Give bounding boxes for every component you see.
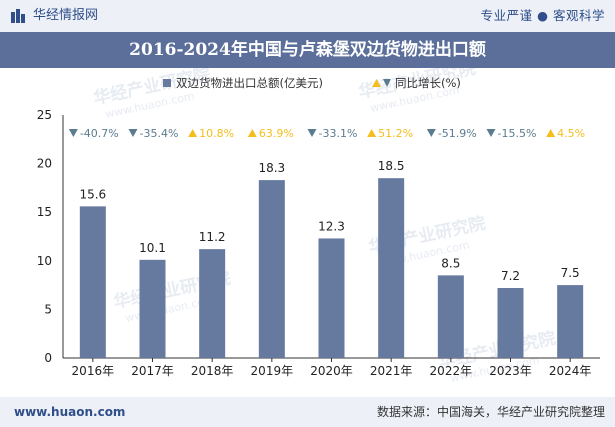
- legend-bar-swatch: [163, 79, 171, 87]
- x-tick-label: 2020年: [310, 364, 353, 378]
- y-tick-label: 10: [37, 254, 52, 268]
- logo-icon: [10, 8, 26, 24]
- bar: [378, 178, 405, 358]
- growth-up-triangle-icon: [188, 129, 198, 137]
- growth-down-triangle-icon: [426, 129, 436, 137]
- bar: [258, 180, 285, 358]
- bar-value-label: 18.5: [378, 159, 405, 173]
- bar: [437, 275, 464, 358]
- bar-value-label: 15.6: [79, 187, 106, 201]
- growth-down-triangle-icon: [128, 129, 138, 137]
- header-bar: 华经情报网 专业严谨 ● 客观科学: [0, 0, 615, 32]
- growth-label: -15.5%: [498, 127, 537, 140]
- x-tick-label: 2018年: [191, 364, 234, 378]
- growth-label: -35.4%: [140, 127, 179, 140]
- footer-bar: www.huaon.com 数据来源：中国海关，华经产业研究院整理: [0, 397, 615, 427]
- bar: [79, 206, 106, 358]
- footer-url[interactable]: www.huaon.com: [14, 405, 126, 419]
- x-tick-label: 2022年: [430, 364, 473, 378]
- growth-down-triangle-icon: [486, 129, 496, 137]
- bar-value-label: 12.3: [318, 219, 345, 233]
- y-tick-label: 15: [37, 205, 52, 219]
- slogan: 专业严谨 ● 客观科学: [480, 8, 605, 23]
- y-tick-label: 5: [44, 302, 52, 316]
- site-name: 华经情报网: [33, 8, 99, 23]
- x-tick-label: 2024年: [549, 364, 592, 378]
- growth-label: 63.9%: [259, 127, 294, 140]
- chart: 华经产业研究院www.huaon.com华经产业研究院www.huaon.com…: [37, 68, 600, 385]
- x-tick-label: 2023年: [489, 364, 532, 378]
- growth-label: 4.5%: [557, 127, 585, 140]
- data-source: 数据来源：中国海关，华经产业研究院整理: [376, 405, 605, 419]
- bar-value-label: 8.5: [441, 256, 460, 270]
- legend-down-triangle-icon: [383, 79, 391, 87]
- y-tick-label: 25: [37, 108, 52, 122]
- legend-growth-label: 同比增长(%): [395, 76, 461, 90]
- x-tick-label: 2017年: [131, 364, 174, 378]
- x-tick-label: 2016年: [72, 364, 115, 378]
- growth-up-triangle-icon: [247, 129, 257, 137]
- growth-up-triangle-icon: [546, 129, 556, 137]
- bar: [497, 288, 524, 358]
- bar: [318, 238, 345, 358]
- bar: [557, 285, 584, 358]
- bar-value-label: 11.2: [199, 230, 226, 244]
- bar-value-label: 10.1: [139, 241, 166, 255]
- growth-down-triangle-icon: [307, 129, 317, 137]
- growth-label: -33.1%: [319, 127, 358, 140]
- x-tick-label: 2019年: [251, 364, 294, 378]
- growth-label: 51.2%: [378, 127, 413, 140]
- growth-label: -51.9%: [438, 127, 477, 140]
- growth-down-triangle-icon: [68, 129, 78, 137]
- growth-label: -40.7%: [80, 127, 119, 140]
- legend-bar-label: 双边货物进出口总额(亿美元): [176, 76, 323, 90]
- title-band: 2016-2024年中国与卢森堡双边货物进出口额: [0, 32, 615, 68]
- growth-label: 10.8%: [199, 127, 234, 140]
- y-tick-label: 0: [44, 351, 52, 365]
- bar-value-label: 7.2: [501, 269, 520, 283]
- bar-value-label: 7.5: [561, 266, 580, 280]
- bar: [199, 249, 226, 358]
- legend-up-triangle-icon: [372, 79, 381, 87]
- chart-title: 2016-2024年中国与卢森堡双边货物进出口额: [129, 40, 486, 60]
- bar: [139, 259, 166, 358]
- y-tick-label: 20: [37, 157, 52, 171]
- growth-up-triangle-icon: [367, 129, 377, 137]
- x-tick-label: 2021年: [370, 364, 413, 378]
- bar-value-label: 18.3: [258, 161, 285, 175]
